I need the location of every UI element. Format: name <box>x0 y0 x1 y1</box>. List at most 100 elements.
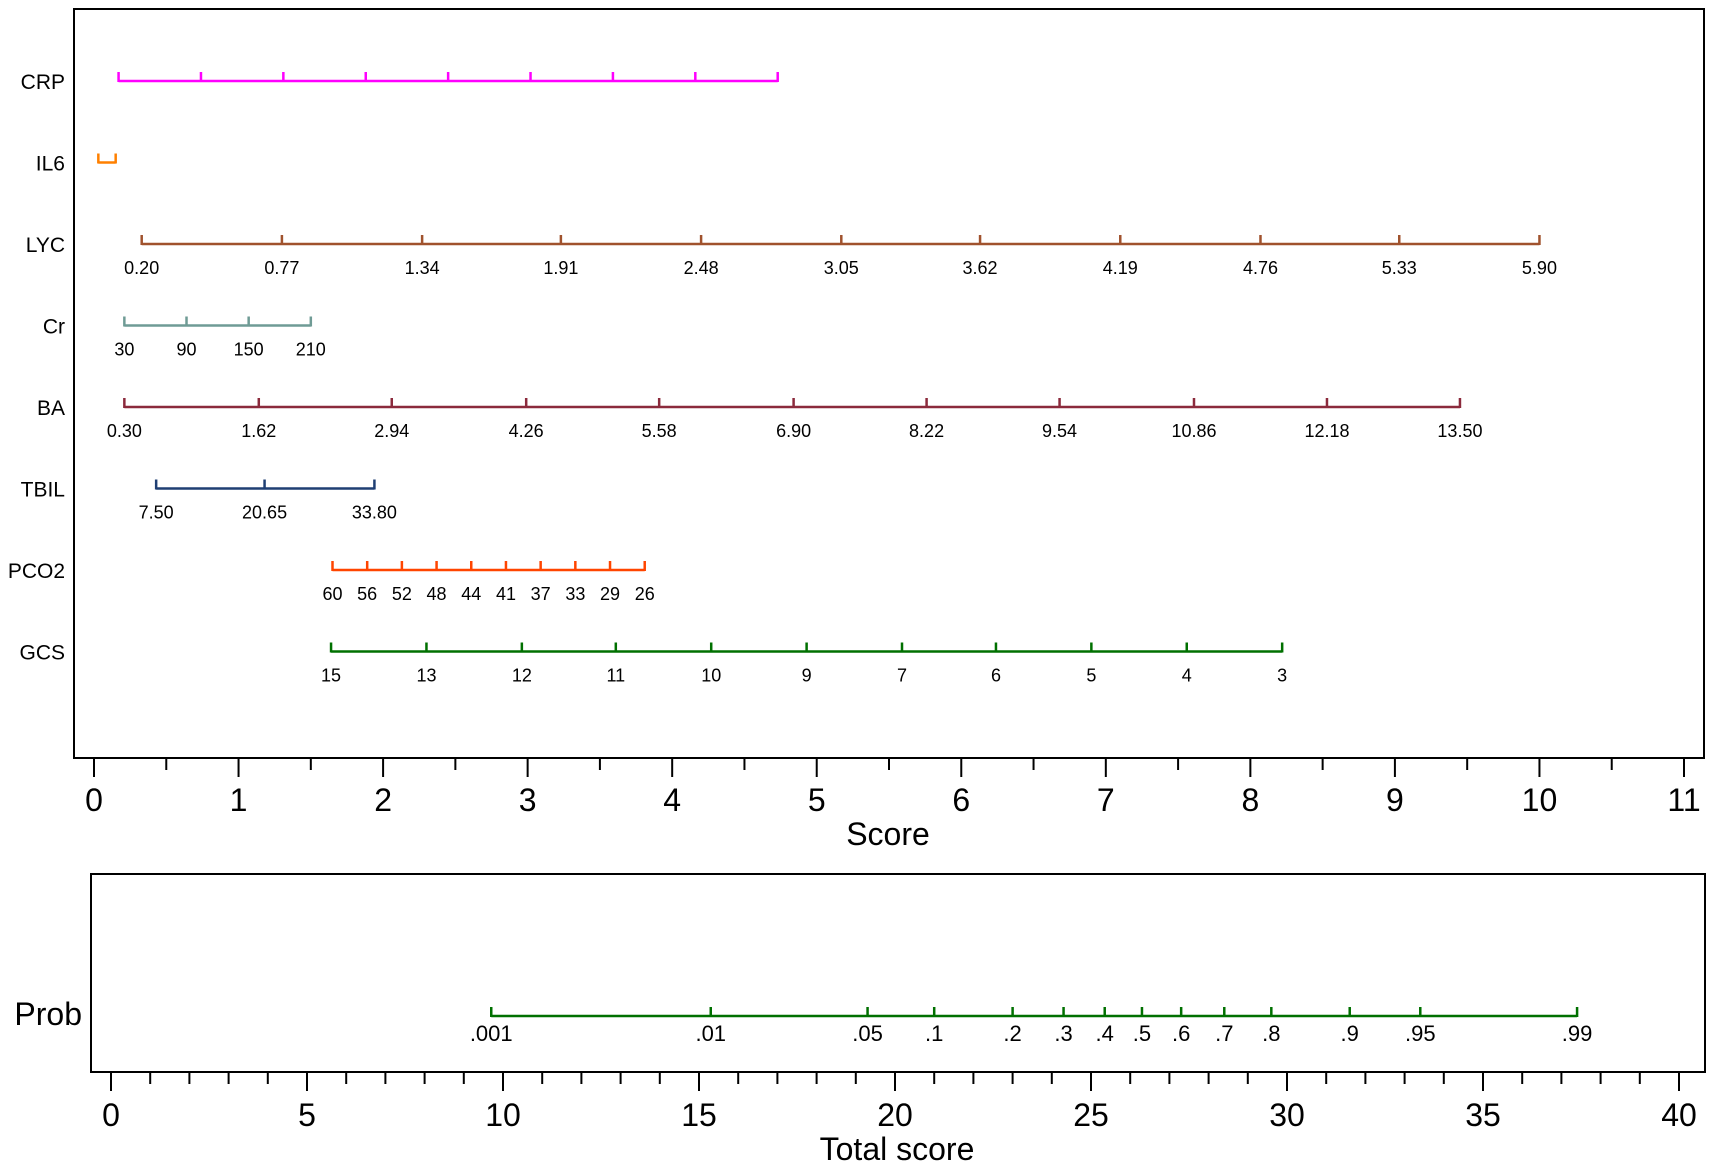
variable-tick-label: 44 <box>461 584 481 604</box>
variable-tick-label: 10 <box>701 666 721 686</box>
axis-tick-label: 11 <box>1667 782 1700 818</box>
variable-tick-label: 13.50 <box>1437 421 1482 441</box>
variable-tick-label: 11 <box>606 666 625 686</box>
variable-tick-label: .2 <box>1003 1021 1021 1046</box>
variable-tick-label: 15 <box>321 666 341 686</box>
variable-tick-label: 1.34 <box>405 258 440 278</box>
axis-tick-label: 5 <box>808 782 826 818</box>
variable-tick-label: 4.19 <box>1103 258 1138 278</box>
variable-label: CRP <box>21 71 65 94</box>
variable-tick-label: 10.86 <box>1171 421 1216 441</box>
axis-tick-label: 35 <box>1465 1097 1501 1133</box>
variable-tick-label: 37 <box>531 584 551 604</box>
variable-tick-label: 56 <box>357 584 377 604</box>
variable-tick-label: .8 <box>1262 1021 1280 1046</box>
variable-tick-label: .4 <box>1096 1021 1114 1046</box>
variable-tick-label: 3.05 <box>824 258 859 278</box>
variable-tick-label: 4.76 <box>1243 258 1278 278</box>
variable-tick-label: 33.80 <box>352 503 397 523</box>
variable-tick-label: 29 <box>600 584 620 604</box>
variable-tick-label: 2.94 <box>374 421 409 441</box>
variable-tick-label: 12.18 <box>1304 421 1349 441</box>
axis-tick-label: 0 <box>85 782 103 818</box>
variable-tick-label: .99 <box>1562 1021 1593 1046</box>
variable-tick-label: 0.77 <box>264 258 299 278</box>
variable-pco2: PCO2 60 56 52 48 44 41 37 33 29 26 <box>8 560 655 604</box>
score-variables: CRP IL6 LYC 0.20 0.77 1.34 1.91 2.48 3.05 3.62 4.1… <box>8 71 1557 686</box>
variable-label: PCO2 <box>8 560 65 583</box>
variable-tick-label: .9 <box>1341 1021 1359 1046</box>
variable-tick-label: 9 <box>802 666 812 686</box>
axis-tick-label: 5 <box>298 1097 316 1133</box>
variable-tick-label: 3 <box>1277 666 1287 686</box>
variable-tick-label: .7 <box>1215 1021 1233 1046</box>
variable-tick-label: 3.62 <box>963 258 998 278</box>
variable-tick-label: .95 <box>1405 1021 1436 1046</box>
variable-tick-label: 6.90 <box>776 421 811 441</box>
axis-tick-label: 1 <box>230 782 248 818</box>
total-score-axis: 0 5 10 15 20 25 30 35 40 <box>102 1072 1697 1133</box>
total-variables: Prob .001 .01 .05 .1 .2 .3 .4 .5 .6 .7 .8 .9 .95 .99 <box>14 996 1592 1046</box>
variable-tick-label: 9.54 <box>1042 421 1077 441</box>
axis-tick-label: 25 <box>1073 1097 1109 1133</box>
variable-tick-label: 5.33 <box>1382 258 1417 278</box>
axis-tick-label: 30 <box>1269 1097 1305 1133</box>
variable-tick-label: .6 <box>1172 1021 1190 1046</box>
axis-tick-label: 3 <box>519 782 537 818</box>
variable-tbil: TBIL 7.50 20.65 33.80 <box>21 479 397 523</box>
variable-crp: CRP <box>21 71 779 94</box>
variable-tick-label: 0.30 <box>107 421 142 441</box>
variable-tick-label: .3 <box>1054 1021 1072 1046</box>
variable-tick-label: 0.20 <box>124 258 159 278</box>
variable-label: TBIL <box>21 479 65 502</box>
axis-tick-label: 9 <box>1386 782 1404 818</box>
variable-tick-label: 150 <box>234 340 264 360</box>
variable-tick-label: 48 <box>427 584 447 604</box>
variable-label: Prob <box>14 996 82 1032</box>
variable-tick-label: .01 <box>695 1021 726 1046</box>
variable-tick-label: 5.90 <box>1522 258 1557 278</box>
variable-tick-label: 1.62 <box>241 421 276 441</box>
variable-tick-label: 12 <box>512 666 532 686</box>
variable-tick-label: 2.48 <box>684 258 719 278</box>
variable-label: BA <box>37 397 65 420</box>
variable-tick-label: 20.65 <box>242 503 287 523</box>
axis-tick-label: 15 <box>681 1097 717 1133</box>
variable-tick-label: .1 <box>925 1021 943 1046</box>
variable-tick-label: 6 <box>991 666 1001 686</box>
axis-tick-label: 10 <box>485 1097 521 1133</box>
total-panel-frame <box>90 873 1706 1073</box>
variable-prob: Prob .001 .01 .05 .1 .2 .3 .4 .5 .6 .7 .8 .9 .95 .99 <box>14 996 1592 1046</box>
variable-tick-label: .001 <box>470 1021 513 1046</box>
axis-tick-label: 2 <box>374 782 392 818</box>
score-axis-label: Score <box>846 816 930 852</box>
variable-tick-label: 5.58 <box>642 421 677 441</box>
axis-tick-label: 7 <box>1097 782 1115 818</box>
variable-tick-label: 33 <box>565 584 585 604</box>
score-axis: 0 1 2 3 4 5 6 7 8 9 10 11 <box>85 758 1701 818</box>
variable-tick-label: 60 <box>322 584 342 604</box>
variable-tick-label: .05 <box>852 1021 883 1046</box>
variable-label: LYC <box>26 234 65 257</box>
variable-tick-label: 30 <box>114 340 134 360</box>
variable-tick-label: 4.26 <box>509 421 544 441</box>
variable-tick-label: 7 <box>897 666 907 686</box>
variable-tick-label: 8.22 <box>909 421 944 441</box>
axis-tick-label: 0 <box>102 1097 120 1133</box>
axis-tick-label: 4 <box>663 782 681 818</box>
axis-tick-label: 10 <box>1522 782 1558 818</box>
variable-tick-label: 4 <box>1182 666 1192 686</box>
variable-label: IL6 <box>36 153 65 176</box>
axis-tick-label: 6 <box>952 782 970 818</box>
total-score-axis-label: Total score <box>820 1131 975 1166</box>
axis-tick-label: 20 <box>877 1097 913 1133</box>
variable-tick-label: 41 <box>496 584 516 604</box>
variable-tick-label: 7.50 <box>139 503 174 523</box>
variable-lyc: LYC 0.20 0.77 1.34 1.91 2.48 3.05 3.62 4.19 4.76 5… <box>26 234 1557 278</box>
variable-ba: BA 0.30 1.62 2.94 4.26 5.58 6.90 8.22 9.54 10.86 1… <box>37 397 1482 441</box>
variable-label: GCS <box>19 642 65 665</box>
variable-tick-label: 90 <box>176 340 196 360</box>
variable-tick-label: 52 <box>392 584 412 604</box>
variable-tick-label: 210 <box>296 340 326 360</box>
